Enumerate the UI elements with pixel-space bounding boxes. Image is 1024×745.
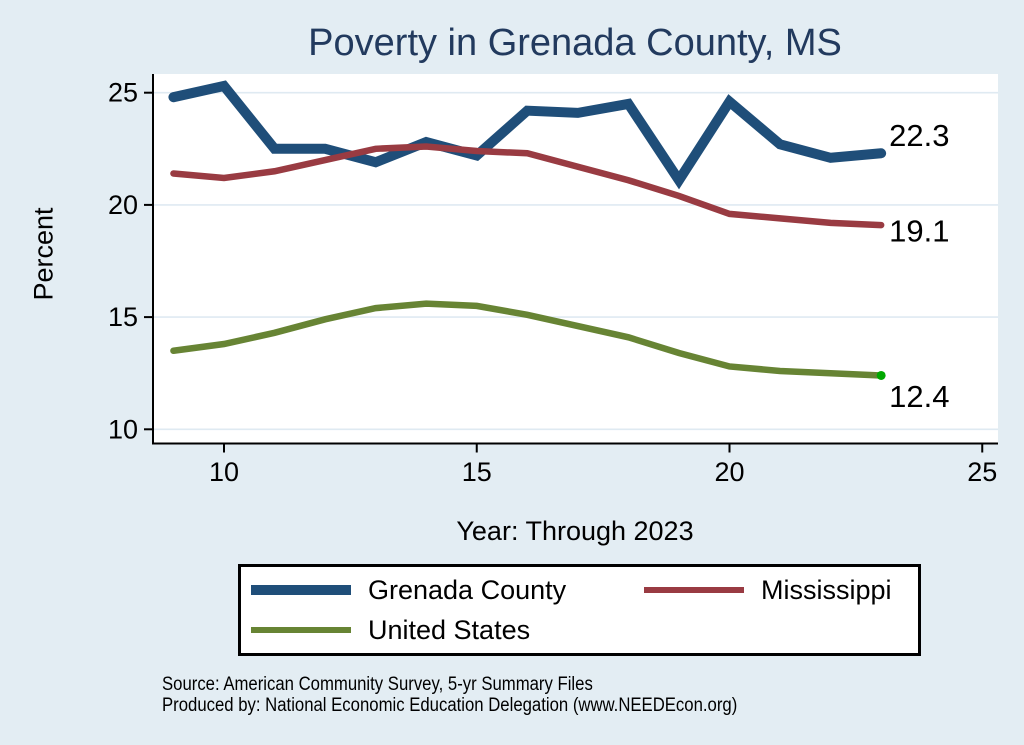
y-tick-label: 10 <box>108 414 138 444</box>
x-axis-title: Year: Through 2023 <box>456 516 694 546</box>
x-tick-label: 25 <box>967 457 997 487</box>
legend-row: Grenada County Mississippi <box>251 570 918 610</box>
series-end-dot <box>876 370 886 380</box>
source-line-1: Source: American Community Survey, 5-yr … <box>162 674 593 695</box>
series-line-mississippi <box>170 143 885 229</box>
y-tick-label: 25 <box>108 78 138 108</box>
chart-title: Poverty in Grenada County, MS <box>308 22 842 64</box>
legend-label-united-states: United States <box>368 614 531 645</box>
plot-bg-rect <box>152 74 998 445</box>
legend-row: United States <box>251 610 918 650</box>
legend-item-united-states: United States <box>251 615 644 646</box>
gridlines <box>153 91 998 431</box>
end-label-mississippi: 19.1 <box>889 214 949 249</box>
legend-swatch-united-states <box>251 627 351 633</box>
legend-swatch-grenada-county <box>251 585 351 595</box>
source-note: Source: American Community Survey, 5-yr … <box>162 674 737 716</box>
y-axis-title: Percent <box>28 207 59 301</box>
x-tick-label: 10 <box>209 457 239 487</box>
y-tick-label: 20 <box>108 190 138 220</box>
end-label-grenada-county: 22.3 <box>889 118 949 153</box>
legend-item-mississippi: Mississippi <box>644 575 892 606</box>
y-tick-label: 15 <box>108 302 138 332</box>
series-lines <box>168 80 887 380</box>
series-line-grenada-county <box>168 80 887 190</box>
legend-item-grenada-county: Grenada County <box>251 575 644 606</box>
source-line-2: Produced by: National Economic Education… <box>162 695 738 716</box>
legend-swatch-mississippi <box>644 587 744 593</box>
series-end-labels: 22.3 19.1 12.4 <box>889 118 949 414</box>
end-label-united-states: 12.4 <box>889 379 949 414</box>
legend-label-mississippi: Mississippi <box>761 574 892 605</box>
x-tick-label: 15 <box>462 457 492 487</box>
legend-label-grenada-county: Grenada County <box>368 574 567 605</box>
axes: 10 15 20 25 10 15 20 25 <box>108 74 998 487</box>
plot-background <box>152 74 998 445</box>
x-tick-label: 20 <box>714 457 744 487</box>
series-line-united-states <box>170 300 885 379</box>
legend: Grenada County Mississippi United States <box>238 564 921 656</box>
